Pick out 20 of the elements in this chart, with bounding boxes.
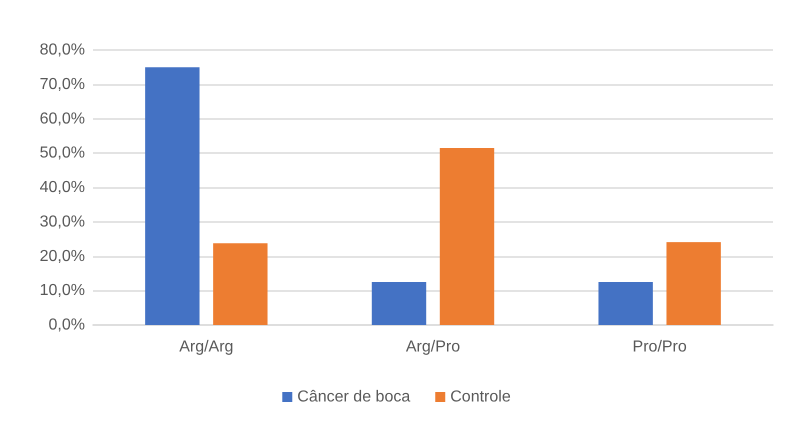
y-tick-label: 0,0% <box>48 316 85 334</box>
x-tick-label: Arg/Pro <box>406 338 460 356</box>
y-tick-label: 40,0% <box>40 179 85 196</box>
legend-label: Controle <box>450 388 511 406</box>
x-tick-label: Arg/Arg <box>179 338 234 356</box>
legend-label: Câncer de boca <box>297 388 410 406</box>
x-tick-label: Pro/Pro <box>632 338 687 356</box>
y-tick-label: 30,0% <box>40 213 85 230</box>
y-tick-label: 60,0% <box>40 110 85 128</box>
bar <box>372 282 426 325</box>
y-tick-label: 70,0% <box>40 76 85 93</box>
bar <box>213 243 268 325</box>
y-tick-label: 20,0% <box>40 248 85 265</box>
y-tick-label: 80,0% <box>40 42 85 58</box>
y-tick-label: 10,0% <box>40 282 85 300</box>
bar <box>145 67 200 325</box>
y-tick-label: 50,0% <box>40 144 85 162</box>
bar <box>440 148 494 325</box>
bar <box>598 282 653 325</box>
bar <box>666 242 721 325</box>
